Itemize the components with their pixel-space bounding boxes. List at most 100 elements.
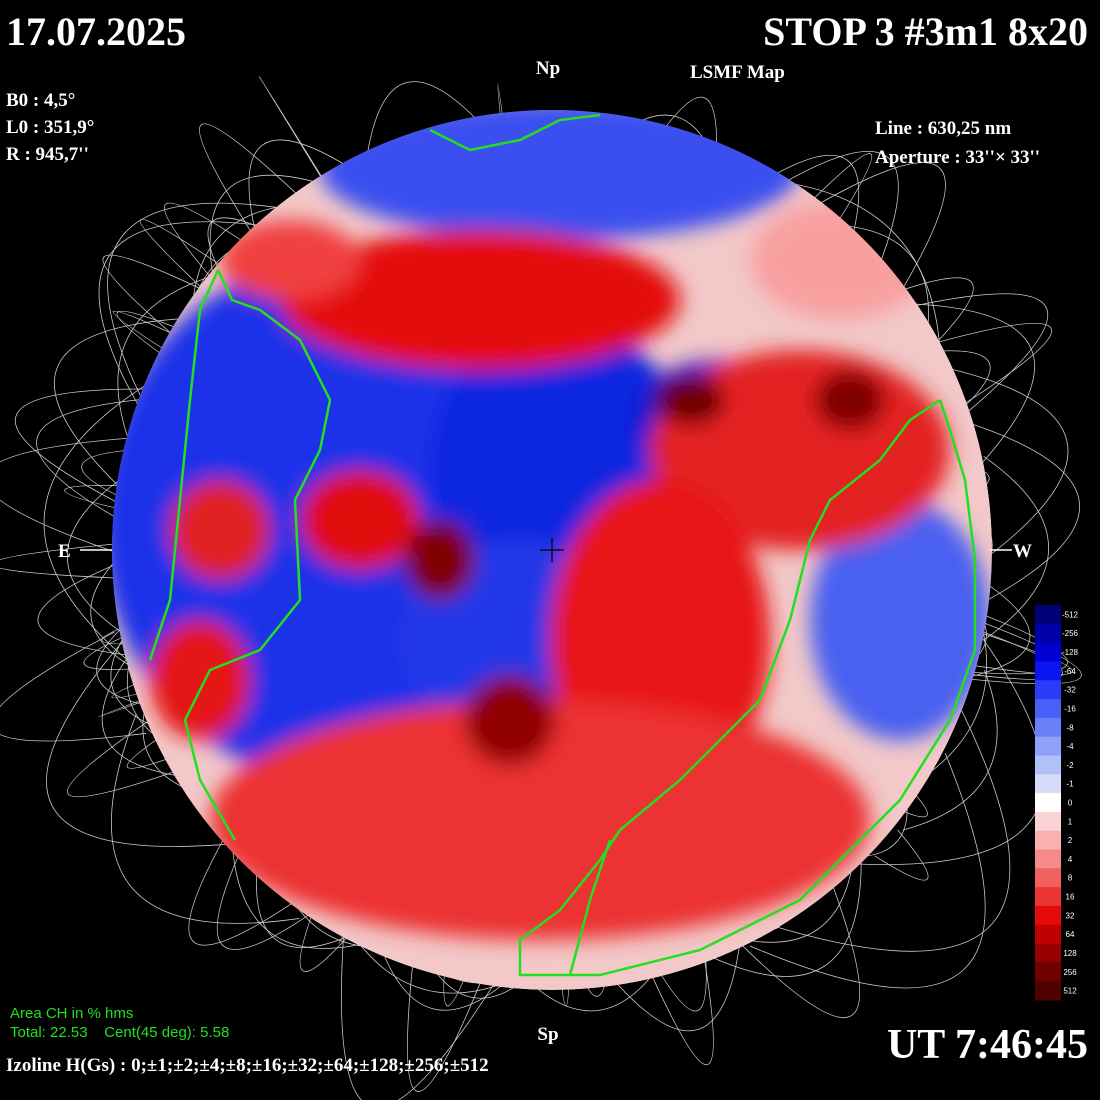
colorbar-swatch (1035, 962, 1061, 982)
title: STOP 3 #3m1 8x20 (763, 9, 1088, 54)
direction-label: Np (536, 58, 560, 79)
colorbar-label: -256 (1062, 629, 1079, 638)
colorbar-swatch (1035, 924, 1061, 945)
colorbar-swatch (1035, 661, 1061, 681)
field-line (766, 699, 1011, 952)
colorbar-label: -32 (1064, 686, 1076, 695)
field-line (53, 316, 213, 509)
field-line (15, 388, 157, 508)
date: 17.07.2025 (6, 9, 186, 54)
field-line (641, 934, 714, 1066)
colorbar-label: -64 (1064, 667, 1076, 676)
colorbar-swatch (1035, 905, 1061, 926)
field-line (0, 543, 118, 579)
colorbar-label: -1 (1066, 780, 1074, 789)
colorbar-label: 4 (1068, 855, 1073, 864)
param: Line : 630,25 nm (875, 118, 1011, 139)
field-line (0, 436, 143, 557)
colorbar-swatch (1035, 849, 1061, 869)
colorbar-swatch (1035, 830, 1061, 851)
field-line (740, 859, 854, 943)
field-line (917, 604, 1082, 685)
colorbar-swatch (1035, 623, 1061, 644)
colorbar-swatch (1035, 680, 1061, 700)
field-line (749, 753, 986, 989)
field-line (111, 713, 300, 924)
param: B0 : 4,5° (6, 90, 75, 111)
field-line (102, 254, 217, 345)
field-line (751, 178, 942, 387)
colorbar-label: -512 (1062, 610, 1079, 619)
colorbar-swatch (1035, 887, 1061, 907)
field-line (944, 415, 1080, 614)
field-line (924, 322, 1053, 412)
field-line (407, 965, 481, 1092)
field-line (36, 396, 183, 538)
field-line (928, 363, 1069, 570)
time: UT 7:46:45 (887, 1022, 1088, 1068)
colorbar-label: 1 (1068, 817, 1073, 826)
colorbar-swatch (1035, 793, 1061, 813)
field-line (713, 848, 861, 1018)
param: L0 : 351,9° (6, 117, 94, 138)
field-line (902, 670, 998, 831)
direction-label: Sp (537, 1024, 558, 1045)
field-line (951, 625, 1073, 675)
field-line (199, 123, 311, 248)
colorbar-swatch (1035, 605, 1061, 625)
izoline: Izoline H(Gs) : 0;±1;±2;±4;±8;±16;±32;±6… (6, 1055, 489, 1076)
field-line (188, 801, 329, 946)
field-line (711, 859, 862, 977)
field-line (140, 218, 264, 324)
colorbar-label: 512 (1063, 987, 1077, 996)
param: Aperture : 33''× 33'' (875, 147, 1040, 168)
colorbar-swatch (1035, 736, 1061, 756)
colorbar-swatch (1035, 699, 1061, 719)
colorbar-swatch (1035, 943, 1061, 963)
field-line (341, 929, 498, 1100)
field-line (782, 162, 946, 325)
field-line (83, 636, 131, 670)
colorbar-swatch (1035, 717, 1061, 738)
field-line (98, 221, 257, 405)
field-line (874, 829, 929, 881)
area-values: Total: 22.53 Cent(45 deg): 5.58 (10, 1024, 229, 1041)
area-title: Area CH in % hms (10, 1005, 133, 1022)
field-line (586, 899, 745, 1032)
field-line (117, 273, 222, 451)
field-line (913, 293, 1049, 414)
colorbar-swatch (1035, 755, 1061, 775)
colorbar-swatch (1035, 868, 1061, 888)
field-line (107, 202, 323, 437)
colorbar-label: -128 (1062, 648, 1079, 657)
field-line (904, 591, 1068, 675)
subtitle: LSMF Map (690, 62, 785, 83)
colorbar-label: -16 (1064, 704, 1076, 713)
colorbar-label: 32 (1066, 911, 1075, 920)
colorbar-label: 16 (1066, 893, 1075, 902)
colorbar-label: -2 (1066, 761, 1074, 770)
param: R : 945,7'' (6, 144, 89, 165)
colorbar-label: -4 (1066, 742, 1074, 751)
field-line (46, 623, 250, 847)
colorbar-swatch (1035, 642, 1061, 662)
direction-label: E (58, 541, 71, 562)
field-line (0, 631, 147, 742)
colorbar-label: 256 (1063, 968, 1077, 977)
colorbar: -512 -256 -128 -64 -32 -16 -8 -4 -2 -1 0 1 2 4 8 16 32 64… (1035, 605, 1079, 1001)
colorbar-label: 8 (1068, 874, 1073, 883)
field-line (762, 150, 899, 288)
field-line (43, 382, 150, 664)
colorbar-swatch (1035, 811, 1061, 832)
colorbar-label: -8 (1066, 723, 1074, 732)
colorbar-label: 2 (1068, 836, 1073, 845)
center-cross (540, 538, 564, 562)
field-line (101, 642, 195, 779)
colorbar-swatch (1035, 981, 1061, 1001)
field-line (258, 75, 322, 178)
colorbar-swatch (1035, 774, 1061, 794)
field-line (248, 139, 357, 243)
colorbar-label: 0 (1068, 799, 1073, 808)
